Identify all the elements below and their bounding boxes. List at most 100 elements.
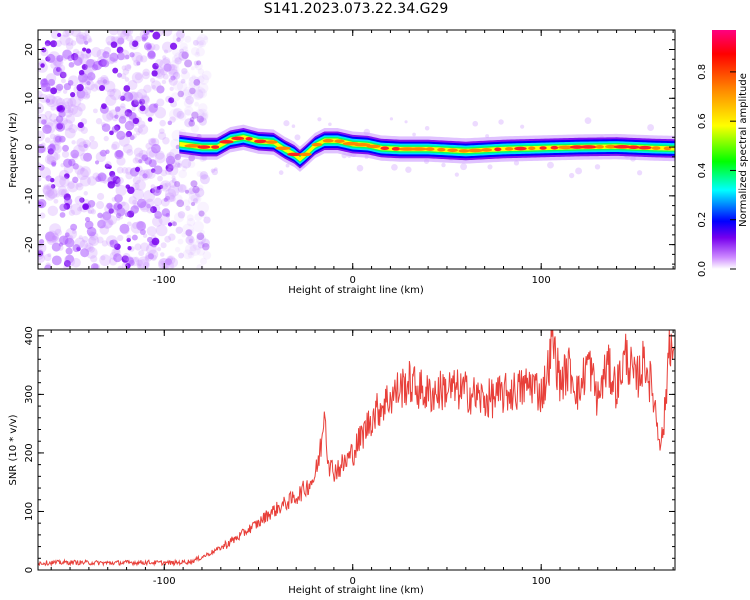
noise-blob bbox=[144, 255, 150, 261]
ridge-peak bbox=[287, 152, 302, 157]
noise-blob bbox=[67, 104, 78, 116]
ridge-peak bbox=[311, 142, 323, 147]
noise-blob bbox=[47, 188, 58, 200]
ridge-peak bbox=[579, 145, 597, 149]
noise-blob bbox=[134, 166, 141, 172]
noise-blob bbox=[186, 217, 196, 227]
noise-blob bbox=[405, 166, 412, 173]
x-tick-label: -100 bbox=[153, 275, 176, 286]
noise-blob bbox=[134, 243, 142, 251]
noise-blob bbox=[106, 112, 114, 121]
noise-blob bbox=[67, 80, 74, 86]
noise-blob bbox=[198, 74, 210, 85]
noise-blob bbox=[78, 69, 85, 76]
noise-blob bbox=[38, 242, 43, 249]
noise-blob bbox=[157, 131, 167, 140]
noise-blob bbox=[110, 35, 116, 42]
noise-blob bbox=[120, 73, 127, 80]
noise-blob bbox=[42, 185, 52, 195]
spectrogram-x-axis-label: Height of straight line (km) bbox=[288, 285, 424, 296]
noise-blob bbox=[78, 56, 84, 62]
noise-blob bbox=[182, 199, 190, 207]
noise-blob bbox=[46, 263, 52, 269]
noise-blob bbox=[110, 143, 118, 151]
noise-blob bbox=[146, 226, 157, 237]
noise-blob bbox=[44, 264, 52, 269]
noise-blob bbox=[199, 171, 209, 180]
noise-blob bbox=[79, 197, 85, 203]
colorbar-ticks: 0.0 0.2 0.4 0.6 0.8 bbox=[697, 64, 736, 277]
noise-blob bbox=[55, 193, 60, 198]
ridge-peak bbox=[494, 147, 502, 152]
noise-blob bbox=[132, 222, 139, 230]
noise-blob bbox=[210, 168, 216, 173]
noise-blob bbox=[63, 164, 74, 174]
noise-blob bbox=[97, 212, 103, 219]
noise-blob bbox=[77, 206, 82, 212]
noise-blob bbox=[41, 119, 47, 125]
noise-blob bbox=[67, 234, 74, 242]
noise-blob bbox=[97, 219, 106, 229]
noise-blob bbox=[85, 52, 92, 58]
noise-blob bbox=[171, 55, 180, 64]
noise-blob bbox=[138, 98, 146, 105]
noise-blob bbox=[39, 212, 46, 219]
noise-blob bbox=[73, 144, 85, 157]
noise-blob bbox=[146, 43, 152, 50]
noise-blob bbox=[136, 263, 142, 269]
noise-blob bbox=[131, 71, 144, 84]
noise-blob bbox=[154, 106, 167, 119]
x-tick-label: 0 bbox=[350, 576, 356, 587]
noise-blob bbox=[167, 185, 180, 197]
ridge-peak bbox=[211, 145, 220, 149]
noise-blob bbox=[189, 244, 201, 256]
noise-blob bbox=[174, 159, 181, 166]
noise-blob bbox=[181, 68, 188, 75]
noise-blob bbox=[172, 71, 181, 80]
noise-blob bbox=[153, 165, 163, 175]
noise-blob bbox=[70, 203, 83, 216]
noise-blob bbox=[80, 152, 89, 162]
noise-blob bbox=[64, 173, 70, 179]
noise-blob bbox=[64, 101, 70, 107]
noise-blob bbox=[195, 108, 205, 119]
snr-frame bbox=[37, 329, 676, 571]
noise-blob bbox=[40, 48, 49, 57]
noise-blob bbox=[99, 84, 106, 91]
noise-blob bbox=[118, 201, 130, 213]
noise-blob bbox=[121, 65, 127, 71]
noise-blob bbox=[99, 151, 104, 156]
noise-blob bbox=[637, 170, 643, 176]
noise-blob bbox=[59, 176, 70, 187]
noise-blob bbox=[150, 184, 156, 189]
noise-blob bbox=[117, 30, 128, 38]
noise-blob bbox=[317, 117, 322, 122]
noise-blob bbox=[182, 223, 194, 236]
noise-blob bbox=[158, 213, 170, 226]
noise-blob bbox=[86, 226, 97, 237]
noise-blob bbox=[78, 73, 90, 86]
noise-blob bbox=[152, 31, 161, 40]
noise-blob bbox=[181, 165, 188, 172]
noise-blob bbox=[66, 180, 79, 193]
ridge-peak bbox=[299, 152, 312, 157]
noise-blob bbox=[63, 259, 71, 267]
noise-blob bbox=[147, 117, 153, 122]
noise-blob bbox=[192, 185, 200, 194]
noise-blob bbox=[135, 55, 144, 63]
ridge-peak bbox=[595, 144, 604, 149]
noise-blob bbox=[44, 253, 52, 262]
noise-blob bbox=[43, 78, 48, 83]
noise-blob bbox=[162, 73, 169, 80]
noise-blob bbox=[82, 34, 92, 44]
noise-blob bbox=[132, 176, 141, 185]
noise-blob bbox=[201, 238, 210, 248]
ridge-peak bbox=[398, 147, 417, 151]
ridge-peak bbox=[197, 145, 211, 149]
noise-blob bbox=[172, 221, 177, 227]
noise-blob bbox=[70, 149, 80, 159]
noise-blob bbox=[168, 78, 173, 83]
noise-blob bbox=[136, 61, 141, 66]
noise-blob bbox=[202, 251, 212, 260]
noise-blob bbox=[67, 97, 77, 107]
